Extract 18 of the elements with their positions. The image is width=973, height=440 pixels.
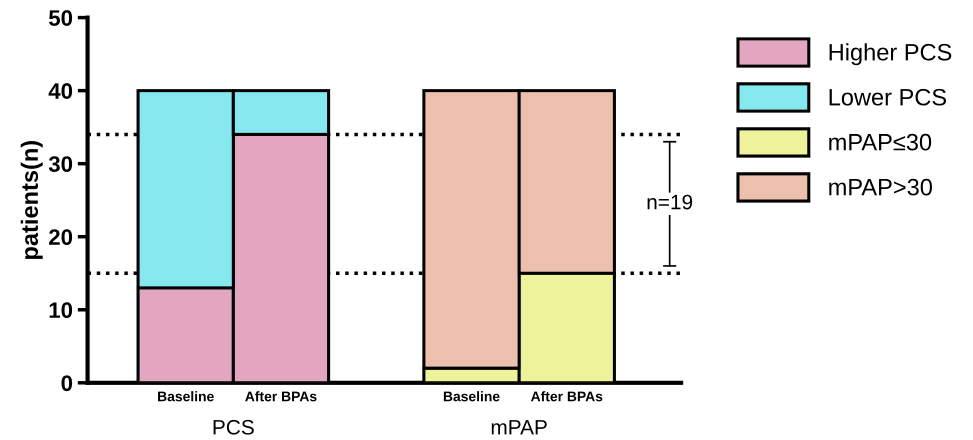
text: mPAP — [492, 420, 547, 434]
y-tick-label: 50 — [48, 10, 72, 26]
x-tick-label: After BPAs — [530, 391, 602, 402]
y-axis-title: patients(n) — [20, 141, 43, 259]
legend-label: mPAP>30 — [829, 178, 932, 196]
x-tick-label: Baseline — [444, 391, 500, 402]
y-tick-label: 20 — [49, 229, 72, 245]
annotation: n=19 — [648, 194, 692, 210]
x-tick-label: Baseline — [158, 391, 214, 402]
y-tick-label: 10 — [50, 302, 72, 318]
legend-label: mPAP≤30 — [829, 134, 932, 151]
legend-label: Higher PCS — [830, 43, 952, 66]
y-tick-label: 30 — [48, 156, 72, 172]
y-tick-label: 0 — [62, 375, 72, 392]
x-tick-label: After BPAs — [245, 391, 317, 402]
text: PCS — [214, 420, 254, 435]
y-tick-label: 40 — [48, 83, 72, 99]
legend-label: Lower PCS — [830, 88, 946, 106]
